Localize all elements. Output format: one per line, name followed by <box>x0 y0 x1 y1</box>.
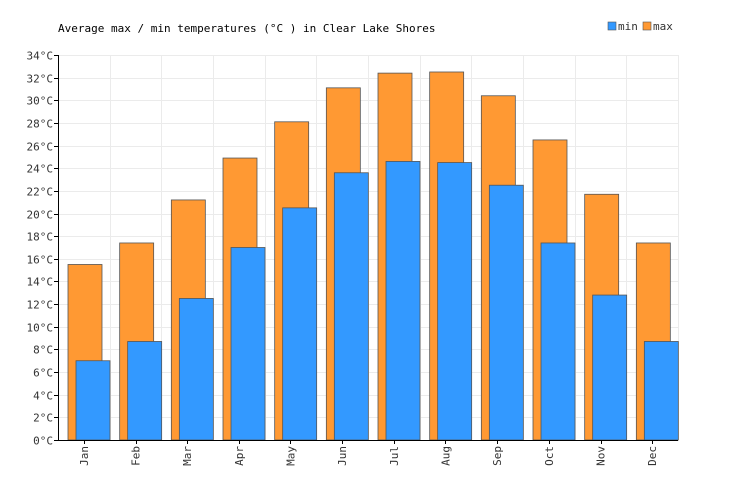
y-tick-label: 32°C <box>27 73 54 86</box>
y-tick-label: 22°C <box>27 186 54 199</box>
x-tick-label-may: May <box>285 446 298 466</box>
y-tick-label: 6°C <box>33 367 53 380</box>
x-tick-label-jul: Jul <box>388 446 401 466</box>
y-tick-label: 26°C <box>27 141 54 154</box>
y-tick-label: 14°C <box>27 276 54 289</box>
legend-swatch-max <box>642 21 652 31</box>
axes <box>58 55 678 441</box>
legend-swatch-min <box>607 21 617 31</box>
x-tick-label-jun: Jun <box>336 446 349 466</box>
bar-min-may <box>282 207 318 441</box>
bar-min-jun <box>333 172 369 441</box>
y-tick-label: 8°C <box>33 344 53 357</box>
legend: min max <box>607 20 673 33</box>
bar-min-jul <box>385 161 421 441</box>
x-tick-label-jan: Jan <box>78 446 91 466</box>
x-tick-label-feb: Feb <box>130 446 143 466</box>
y-tick-label: 12°C <box>27 299 54 312</box>
y-tick-label: 4°C <box>33 390 53 403</box>
bar-min-feb <box>127 341 163 441</box>
y-tick-label: 10°C <box>27 322 54 335</box>
y-tick-label: 30°C <box>27 95 54 108</box>
y-tick-label: 24°C <box>27 163 54 176</box>
y-tick-label: 20°C <box>27 209 54 222</box>
y-tick-label: 28°C <box>27 118 54 131</box>
bars <box>67 71 679 441</box>
x-tick-label-sep: Sep <box>491 446 504 466</box>
x-tick-label-nov: Nov <box>595 446 608 466</box>
y-axis-ticks: 0°C 2°C 4°C 6°C 8°C 10°C 12°C 14°C 16°C 18°C 20°C 2… <box>27 50 58 448</box>
legend-label-max: max <box>653 20 673 33</box>
y-tick-label: 0°C <box>33 435 53 448</box>
y-tick-label: 2°C <box>33 412 53 425</box>
chart-title: Average max / min temperatures (°C ) in … <box>58 22 436 35</box>
bar-min-dec <box>643 341 679 441</box>
bar-min-apr <box>230 247 266 441</box>
x-tick-label-aug: Aug <box>440 446 453 466</box>
legend-label-min: min <box>618 20 638 33</box>
bar-min-nov <box>592 294 628 441</box>
y-tick-label: 16°C <box>27 254 54 267</box>
bar-min-mar <box>178 298 214 441</box>
bar-min-sep <box>488 184 524 441</box>
y-tick-label: 18°C <box>27 231 54 244</box>
x-tick-label-oct: Oct <box>543 446 556 466</box>
y-tick-label: 34°C <box>27 50 54 63</box>
bar-min-oct <box>540 242 576 441</box>
bar-min-jan <box>75 360 111 441</box>
bar-min-aug <box>437 162 473 441</box>
x-axis-ticks: Jan Feb Mar Apr May Jun Jul Aug Sep Oct Nov Dec <box>78 440 659 466</box>
x-tick-label-mar: Mar <box>181 446 194 466</box>
x-tick-label-dec: Dec <box>646 446 659 466</box>
x-tick-label-apr: Apr <box>233 446 246 466</box>
